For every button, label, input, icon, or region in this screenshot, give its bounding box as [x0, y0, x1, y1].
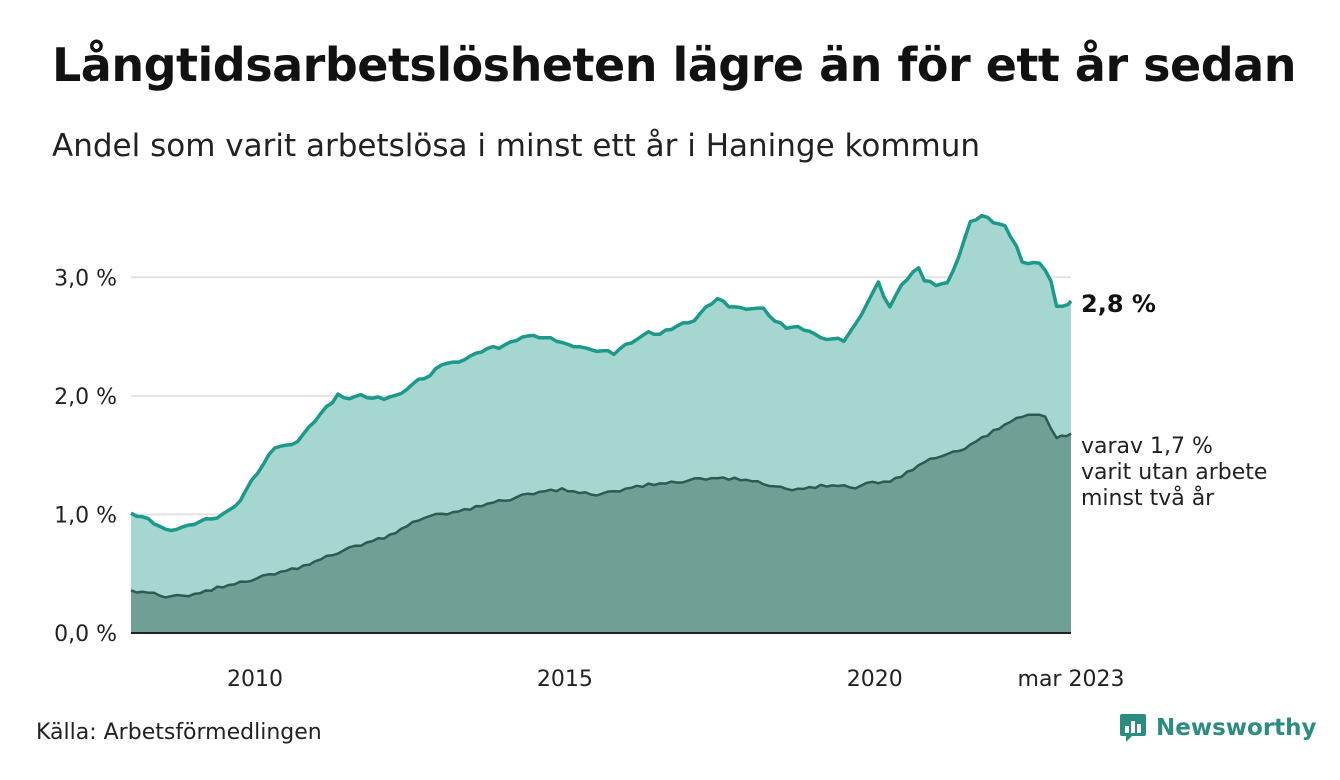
line-total: [130, 213, 1073, 533]
newsworthy-logo: Newsworthy: [1118, 712, 1317, 744]
brand-name: Newsworthy: [1156, 715, 1317, 741]
line-two-years: [130, 413, 1072, 599]
annotation-sub-line: varit utan arbete: [1081, 460, 1267, 485]
chart-title: Långtidsarbetslösheten lägre än för ett …: [52, 38, 1296, 92]
area-two-years: [131, 414, 1071, 633]
y-tick-label: 1,0 %: [54, 503, 117, 528]
x-tick-label: 2010: [227, 667, 283, 692]
annotation-main: 2,8 %: [1081, 290, 1156, 318]
x-tick-label: mar 2023: [1018, 667, 1125, 692]
x-tick-label: 2020: [847, 667, 903, 692]
annotation-sub: varav 1,7 % varit utan arbete minst två år: [1081, 434, 1267, 511]
bar-chart-icon: [1120, 714, 1146, 742]
y-tick-label: 2,0 %: [54, 385, 117, 410]
annotation-sub-line: varav 1,7 %: [1081, 434, 1213, 459]
x-axis-ticks: 2010 2015 2020 mar 2023: [227, 667, 1125, 692]
area-chart: 0,0 % 1,0 % 2,0 % 3,0 % 2010 2015 2020 mar 202…: [54, 213, 1267, 692]
annotation-sub-line: minst två år: [1081, 485, 1215, 511]
y-axis-ticks: 0,0 % 1,0 % 2,0 % 3,0 %: [54, 266, 117, 647]
chart-areas: [130, 213, 1073, 633]
y-tick-label: 0,0 %: [54, 622, 117, 647]
x-tick-label: 2015: [537, 667, 593, 692]
y-tick-label: 3,0 %: [54, 266, 117, 291]
chart-subtitle: Andel som varit arbetslösa i minst ett å…: [52, 128, 981, 164]
source-note: Källa: Arbetsförmedlingen: [36, 720, 322, 745]
